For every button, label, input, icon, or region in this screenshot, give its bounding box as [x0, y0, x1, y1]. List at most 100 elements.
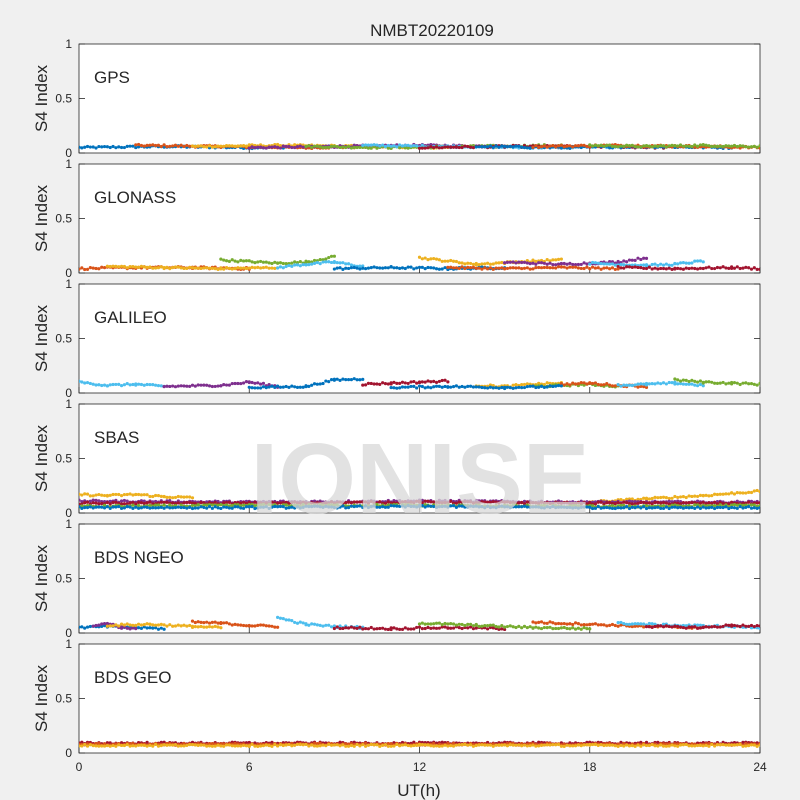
data-point	[582, 383, 586, 387]
data-point	[610, 506, 615, 510]
data-point	[270, 740, 274, 744]
data-point	[273, 145, 277, 149]
data-point	[483, 500, 487, 504]
data-point	[363, 267, 368, 271]
data-point	[446, 622, 450, 626]
data-point	[335, 261, 339, 265]
data-point	[556, 626, 561, 631]
data-point	[451, 384, 456, 389]
data-point	[556, 501, 561, 505]
data-point	[721, 742, 725, 747]
data-point	[730, 505, 734, 510]
data-point	[88, 266, 92, 270]
data-point	[647, 497, 651, 501]
data-point	[517, 624, 521, 628]
data-point	[386, 627, 390, 632]
data-point	[514, 625, 518, 630]
data-point	[625, 497, 629, 501]
data-point	[154, 383, 158, 387]
data-point	[582, 623, 586, 627]
data-point	[491, 742, 495, 746]
data-point	[341, 504, 345, 508]
data-point	[278, 146, 283, 150]
data-point	[593, 506, 598, 510]
data-point	[440, 501, 444, 505]
data-point	[517, 266, 521, 270]
data-point	[545, 265, 549, 270]
data-point	[554, 384, 558, 388]
data-point	[426, 258, 430, 262]
data-point	[193, 743, 197, 747]
data-point	[500, 504, 504, 508]
data-point	[749, 743, 754, 747]
data-point	[653, 500, 657, 505]
data-point	[420, 143, 424, 147]
data-point	[537, 261, 541, 265]
data-point	[139, 493, 144, 497]
data-point	[321, 146, 325, 150]
data-point	[241, 743, 246, 748]
data-point	[684, 626, 688, 630]
data-point	[690, 625, 694, 629]
data-point	[451, 622, 456, 626]
data-point	[102, 742, 107, 746]
data-point	[148, 743, 152, 747]
data-point	[514, 386, 518, 390]
data-point	[440, 623, 444, 627]
data-point	[457, 385, 461, 389]
data-point	[565, 262, 569, 266]
data-point	[718, 625, 722, 629]
data-point	[664, 262, 668, 266]
data-point	[656, 496, 660, 500]
data-point	[349, 625, 353, 629]
data-point	[278, 265, 283, 269]
data-point	[227, 144, 231, 148]
y-tick-label: 1	[65, 157, 72, 171]
data-point	[681, 625, 685, 630]
data-point	[667, 496, 671, 501]
data-point	[590, 742, 595, 747]
data-point	[185, 495, 189, 499]
data-point	[250, 742, 254, 746]
data-point	[440, 378, 444, 383]
data-point	[573, 263, 578, 267]
data-point	[568, 627, 572, 631]
data-point	[108, 502, 112, 506]
data-point	[261, 623, 266, 627]
data-point	[486, 627, 490, 631]
data-point	[681, 382, 685, 386]
data-point	[417, 255, 422, 259]
data-point	[301, 743, 305, 747]
data-point	[125, 622, 129, 626]
data-point	[230, 381, 234, 386]
data-point	[752, 624, 756, 629]
data-point	[613, 267, 617, 272]
data-point	[295, 505, 300, 509]
data-point	[145, 143, 149, 147]
data-point	[409, 144, 413, 148]
data-point	[134, 265, 138, 269]
data-point	[727, 266, 731, 270]
satellite-track	[446, 265, 620, 272]
data-point	[656, 740, 660, 744]
data-point	[749, 145, 754, 149]
data-point	[94, 623, 98, 628]
data-point	[241, 266, 246, 270]
data-point	[389, 265, 393, 269]
data-point	[573, 505, 578, 510]
data-point	[301, 621, 305, 625]
data-point	[213, 145, 217, 149]
data-point	[162, 506, 166, 510]
data-point	[259, 505, 263, 509]
y-tick-label: 1	[65, 397, 72, 411]
data-point	[522, 743, 527, 747]
data-point	[304, 504, 308, 508]
data-point	[565, 500, 569, 504]
data-point	[290, 261, 294, 265]
data-point	[664, 496, 668, 500]
data-point	[548, 261, 552, 265]
data-point	[562, 383, 566, 387]
data-point	[108, 624, 112, 628]
data-point	[119, 499, 124, 503]
